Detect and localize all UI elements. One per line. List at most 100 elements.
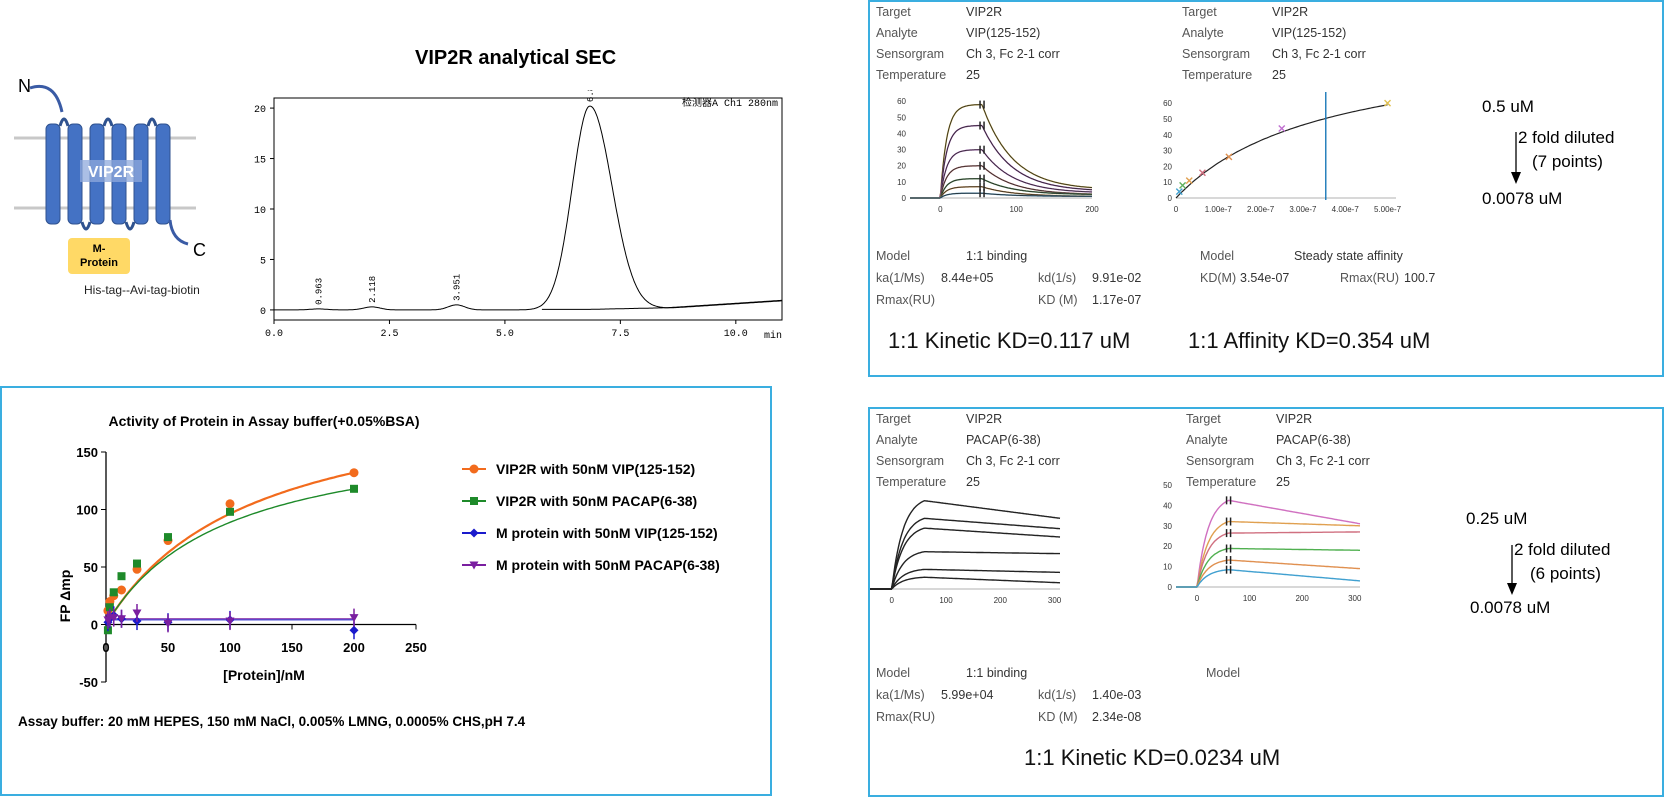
- spr-fit-curve: [910, 192, 1092, 199]
- spr-x-tick-label: 0: [1195, 594, 1200, 603]
- svg-text:8.44e+05: 8.44e+05: [941, 271, 994, 285]
- spr-x-tick-label: 200: [994, 596, 1008, 605]
- spr-x-tick-label: 1.00e-7: [1205, 205, 1233, 214]
- affinity-point: [1179, 181, 1187, 189]
- c-terminal-tail: [168, 219, 189, 246]
- svg-text:1.17e-07: 1.17e-07: [1092, 293, 1141, 307]
- svg-text:kd(1/s): kd(1/s): [1038, 271, 1076, 285]
- fp-x-label: [Protein]/nM: [223, 667, 305, 683]
- spr-y-tick-label: 30: [1163, 147, 1172, 156]
- spr-header-value: Ch 3, Fc 2-1 corr: [1276, 454, 1370, 468]
- spr-x-tick-label: 200: [1085, 205, 1099, 214]
- sec-peak-label: 2.118: [368, 276, 378, 303]
- spr-sensorgram-curve: [1176, 531, 1360, 588]
- vip2r-label-box: [80, 160, 142, 182]
- spr-pacap-kinetic-header: Target VIP2R Analyte PACAP(6-38) Sensorgram C…: [876, 412, 1060, 489]
- sec-trace: [274, 105, 783, 311]
- spr-pacap-kinetic-summary: 1:1 Kinetic KD=0.0234 uM: [1024, 745, 1280, 770]
- spr-header-value: PACAP(6-38): [966, 433, 1041, 447]
- spr-x-tick-label: 2.00e-7: [1247, 205, 1275, 214]
- spr-sensorgram-curve: [870, 499, 1061, 590]
- sec-x-ticks: 0.0 2.5 5.0 7.5 10.0: [265, 320, 748, 340]
- fp-point-vip2r-pacap: [117, 572, 126, 581]
- spr-pacap-points: (6 points): [1530, 564, 1601, 583]
- spr-y-tick-label: 60: [1163, 99, 1172, 108]
- spr-x-tick-label: 0: [889, 596, 894, 605]
- svg-text:KD (M): KD (M): [1038, 710, 1078, 724]
- spr-vip-panel: [868, 0, 1664, 377]
- spr-x-tick-label: 200: [1295, 594, 1309, 603]
- sec-baseline: [541, 299, 783, 310]
- sec-peak-label: 0.963: [314, 278, 324, 305]
- spr-pacap-arrowhead: [1507, 583, 1517, 595]
- spr-vip-affinity-plot: 60 50 40 30 20 10 00 1.00e-7 2.00e-7 3.00e-7 4.00e…: [1163, 92, 1402, 214]
- svg-text:Model: Model: [876, 666, 910, 680]
- sec-y-tick-label: 10: [254, 206, 266, 217]
- spr-vip-kinetic-header: Target VIP2R Analyte VIP(125-152) Sensorgram…: [876, 5, 1060, 82]
- spr-header-label: Analyte: [876, 26, 918, 40]
- spr-header-value: VIP(125-152): [966, 26, 1040, 40]
- fp-y-label: FP Δmp: [57, 570, 73, 623]
- fp-panel: [0, 386, 772, 796]
- affinity-point: [1198, 169, 1206, 177]
- spr-header-label: Temperature: [876, 68, 946, 82]
- fp-legend-label: VIP2R with 50nM PACAP(6-38): [496, 493, 697, 509]
- fp-point-vip2r-pacap: [226, 507, 234, 516]
- fp-point-m-vip: [349, 625, 359, 635]
- fp-point-m-pacap: [132, 609, 142, 618]
- svg-text:Rmax(RU): Rmax(RU): [876, 293, 935, 307]
- sec-plot-frame: [273, 97, 783, 321]
- fp-point-vip2r-pacap: [164, 533, 172, 542]
- svg-text:ka(1/Ms): ka(1/Ms): [876, 688, 925, 702]
- spr-pacap-conc-top: 0.25 uM: [1466, 509, 1527, 528]
- fp-point-vip2r-pacap: [105, 603, 114, 612]
- spr-y-tick-label: 10: [1163, 178, 1172, 187]
- spr-header-value: VIP(125-152): [1272, 26, 1346, 40]
- svg-text:Rmax(RU): Rmax(RU): [876, 710, 935, 724]
- affinity-point: [1278, 124, 1286, 132]
- svg-text:KD (M): KD (M): [1038, 293, 1078, 307]
- spr-header-label: Temperature: [876, 475, 946, 489]
- spr-header-value: 25: [966, 68, 980, 82]
- spr-y-tick-label: 40: [897, 129, 906, 138]
- fp-x-tick-label: 150: [281, 640, 303, 655]
- spr-header-label: Analyte: [1186, 433, 1228, 447]
- svg-text:1:1 binding: 1:1 binding: [966, 249, 1027, 263]
- spr-vip-points: (7 points): [1532, 152, 1603, 171]
- fp-point-vip2r-pacap: [109, 588, 118, 597]
- spr-header-label: Target: [1186, 412, 1221, 426]
- svg-text:ka(1/Ms): ka(1/Ms): [876, 271, 925, 285]
- spr-header-label: Target: [876, 412, 911, 426]
- spr-x-tick-label: 4.00e-7: [1332, 205, 1360, 214]
- spr-y-tick-label: 20: [1163, 162, 1172, 171]
- spr-header-label: Target: [1182, 5, 1217, 19]
- spr-y-tick-label: 50: [1163, 115, 1172, 124]
- sec-title: VIP2R analytical SEC: [415, 47, 617, 69]
- fp-fit-curve: [105, 488, 355, 625]
- spr-y-tick-label: 50: [897, 113, 906, 122]
- fp-y-tick-label: 100: [76, 503, 98, 518]
- sec-y-ticks: 0 5 10 15 20: [254, 105, 274, 318]
- sec-x-tick-label: 0.0: [265, 329, 283, 340]
- fp-point-vip2r-pacap: [350, 484, 358, 493]
- spr-vip-kinetic-results: Model 1:1 binding ka(1/Ms) 8.44e+05 kd(1…: [876, 249, 1141, 307]
- fp-data-points: [103, 468, 359, 640]
- fp-point-m-pacap: [225, 617, 235, 626]
- svg-text:1:1 binding: 1:1 binding: [966, 666, 1027, 680]
- spr-sensorgram-curve: [870, 517, 1061, 590]
- spr-vip-affinity-results: Model Steady state affinity KD(M) 3.54e-…: [1200, 249, 1435, 285]
- spr-sensorgram-curve: [1176, 568, 1361, 588]
- fp-point-m-pacap: [117, 615, 126, 624]
- spr-header-label: Temperature: [1186, 475, 1256, 489]
- fp-point-vip2r-vip: [225, 499, 235, 509]
- fp-x-tick-label: 250: [405, 640, 427, 655]
- spr-vip-dilution: 2 fold diluted: [1518, 128, 1614, 147]
- tag-label: His-tag--Avi-tag-biotin: [84, 283, 200, 297]
- spr-y-tick-label: 40: [1163, 131, 1172, 140]
- spr-header-value: 25: [1272, 68, 1286, 82]
- fp-legend-marker: [469, 464, 479, 474]
- fp-footnote: Assay buffer: 20 mM HEPES, 150 mM NaCl, …: [18, 714, 526, 729]
- spr-x-tick-label: 0: [1174, 205, 1179, 214]
- svg-text:Model: Model: [876, 249, 910, 263]
